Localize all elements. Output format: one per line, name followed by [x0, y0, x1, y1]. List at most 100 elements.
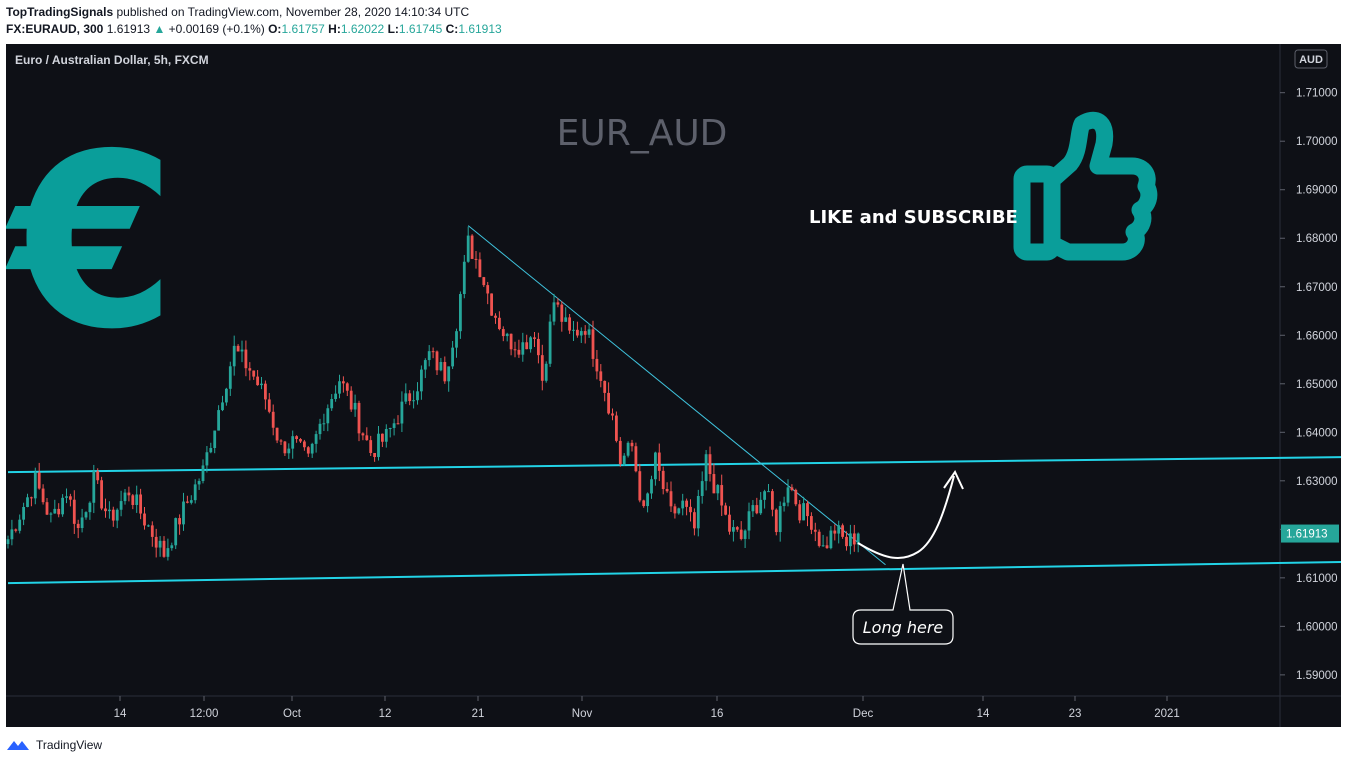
footer-brand[interactable]: TradingView	[36, 738, 103, 752]
candle-body	[755, 505, 759, 514]
promo-text: LIKE and SUBSCRIBE	[809, 207, 1018, 228]
chart-svg[interactable]: Euro / Australian Dollar, 5h, FXCM EUR_A…	[6, 44, 1341, 727]
candle-body	[287, 448, 291, 454]
y-tick-label: 1.71000	[1296, 88, 1338, 100]
candle-body	[720, 485, 724, 506]
candle-body	[806, 503, 809, 517]
candle-body	[349, 390, 353, 410]
candles-layer	[6, 226, 860, 561]
candle-body	[174, 518, 178, 546]
candle-body	[72, 499, 76, 524]
candle-body	[689, 506, 692, 513]
x-tick-label: 14	[977, 708, 990, 720]
candle-body	[525, 342, 529, 350]
candle-body	[166, 548, 170, 557]
candle-body	[759, 499, 763, 514]
candle-body	[622, 455, 626, 465]
candle-body	[240, 349, 244, 352]
candle-body	[583, 331, 587, 335]
candle-body	[108, 509, 111, 512]
candle-body	[388, 427, 392, 430]
candle-body	[724, 505, 727, 515]
candle-body	[49, 513, 53, 515]
candle-body	[817, 531, 821, 546]
candle-body	[595, 358, 599, 372]
y-tick-label: 1.60000	[1296, 621, 1338, 633]
candle-body	[841, 525, 844, 537]
candle-body	[685, 500, 688, 507]
y-tick-label: 1.68000	[1296, 233, 1338, 245]
chart-pane[interactable]: Euro / Australian Dollar, 5h, FXCM EUR_A…	[6, 44, 1341, 727]
candle-body	[778, 506, 782, 533]
candle-body	[154, 536, 158, 548]
candle-body	[404, 393, 408, 402]
candle-body	[716, 485, 720, 494]
euro-icon: €	[6, 102, 177, 382]
candle-body	[774, 509, 778, 533]
candle-body	[57, 508, 61, 515]
x-tick-label: 23	[1069, 708, 1082, 720]
candle-body	[587, 329, 591, 335]
candle-body	[611, 413, 614, 416]
candle-body	[591, 329, 595, 359]
candle-body	[131, 495, 135, 505]
candle-body	[509, 333, 513, 350]
candle-body	[139, 494, 142, 514]
candle-body	[267, 399, 271, 412]
candle-body	[279, 440, 283, 442]
candle-body	[661, 470, 665, 489]
candle-body	[466, 235, 470, 262]
candle-body	[170, 545, 174, 549]
candle-body	[747, 511, 751, 531]
candle-body	[213, 430, 217, 449]
candle-body	[790, 487, 794, 490]
candle-body	[529, 337, 532, 350]
open-value: 1.61757	[281, 22, 325, 36]
x-tick-label: 14	[114, 708, 127, 720]
high-value: 1.62022	[340, 22, 385, 36]
candle-body	[794, 489, 798, 505]
symbol-watermark: EUR_AUD	[557, 113, 728, 154]
currency-badge[interactable]: AUD	[1294, 49, 1328, 69]
y-tick-label: 1.67000	[1296, 282, 1338, 294]
candle-body	[482, 277, 486, 286]
candle-body	[478, 259, 482, 278]
channel-lower-line[interactable]	[7, 561, 1341, 585]
candle-body	[470, 235, 474, 259]
candle-body	[158, 540, 162, 548]
candle-body	[708, 454, 712, 475]
y-tick-label: 1.63000	[1296, 476, 1338, 488]
candle-body	[96, 471, 100, 481]
candle-body	[743, 530, 747, 539]
high-label: H:	[328, 22, 341, 36]
publisher-name[interactable]: TopTradingSignals	[6, 5, 114, 19]
candle-body	[84, 512, 88, 518]
candle-body	[798, 504, 802, 521]
candle-body	[681, 500, 685, 509]
candle-body	[256, 376, 259, 386]
candle-body	[849, 533, 852, 547]
candle-body	[361, 433, 365, 436]
current-price-badge: 1.61913	[1281, 524, 1339, 543]
candle-body	[786, 487, 790, 503]
footer: TradingView	[6, 736, 102, 754]
symbol-label: FX:EURAUD, 300	[6, 22, 104, 36]
candle-body	[423, 360, 427, 370]
candle-body	[833, 530, 837, 534]
candle-body	[92, 471, 96, 503]
candle-body	[767, 491, 770, 493]
candle-body	[642, 500, 646, 507]
candle-body	[845, 536, 848, 547]
candle-body	[299, 439, 302, 442]
chart-header: TopTradingSignals published on TradingVi…	[6, 4, 502, 38]
x-tick-label: Dec	[853, 708, 874, 720]
channel-upper-line[interactable]	[7, 456, 1341, 474]
trendline-line[interactable]	[467, 225, 886, 566]
candle-body	[420, 369, 423, 392]
candle-body	[189, 500, 193, 503]
candle-body	[318, 423, 322, 435]
candle-body	[498, 317, 501, 330]
open-label: O:	[268, 22, 282, 36]
tradingview-logo-icon	[7, 741, 29, 750]
candle-body	[439, 362, 443, 371]
